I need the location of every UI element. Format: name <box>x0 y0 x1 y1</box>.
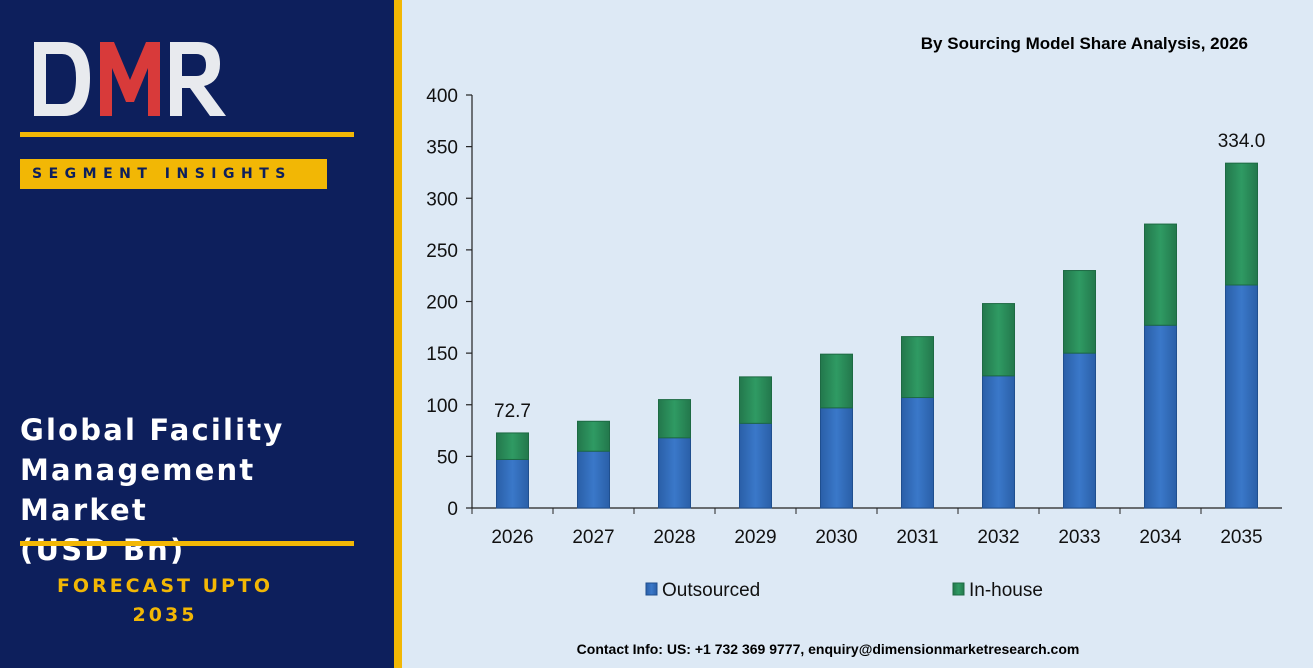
x-tick-label: 2029 <box>734 527 776 548</box>
legend: Outsourced In-house <box>645 580 1043 601</box>
x-tick-label: 2030 <box>815 527 857 548</box>
bar-outsourced <box>1144 324 1177 509</box>
y-tick-label: 0 <box>447 499 458 520</box>
data-labels: 72.7 334.0 <box>494 131 1265 422</box>
bar-outsourced <box>820 407 853 509</box>
market-title-line-1: Global Facility <box>20 413 285 447</box>
x-axis: 2026 2027 2028 2029 2030 2031 2032 2033 2034 2035 <box>471 507 1282 548</box>
y-tick-label: 250 <box>426 241 458 262</box>
legend-label-inhouse: In-house <box>969 580 1043 601</box>
bar-outsourced <box>982 375 1015 509</box>
top-gold-rule <box>20 132 354 137</box>
bar-inhouse <box>739 376 772 424</box>
data-label: 334.0 <box>1218 131 1266 152</box>
forecast-label: FORECAST UPTO 2035 <box>20 572 310 630</box>
gold-divider <box>394 0 402 668</box>
market-title: Global Facility Management Market (USD B… <box>20 410 390 570</box>
bar-inhouse <box>577 420 610 452</box>
legend-label-outsourced: Outsourced <box>662 580 760 601</box>
bar-outsourced <box>496 458 529 509</box>
stacked-bar-chart: By Sourcing Model Share Analysis, 2026 0… <box>426 34 1282 657</box>
x-tick-label: 2035 <box>1220 527 1262 548</box>
bars <box>496 162 1258 509</box>
forecast-line-2: 2035 <box>132 604 198 626</box>
x-tick-label: 2033 <box>1058 527 1100 548</box>
bar-outsourced <box>901 397 934 509</box>
bottom-gold-rule <box>20 541 354 546</box>
y-tick-label: 150 <box>426 344 458 365</box>
dmr-logo <box>34 42 226 116</box>
market-title-line-3: (USD Bn) <box>20 533 186 567</box>
y-tick-label: 50 <box>437 447 458 468</box>
bar-outsourced <box>577 450 610 509</box>
bar-outsourced <box>739 422 772 509</box>
x-tick-label: 2026 <box>491 527 533 548</box>
y-tick-label: 400 <box>426 86 458 107</box>
bar-outsourced <box>1225 284 1258 509</box>
x-tick-label: 2027 <box>572 527 614 548</box>
y-tick-label: 100 <box>426 396 458 417</box>
forecast-line-1: FORECAST UPTO <box>56 575 274 597</box>
y-axis: 0 50 100 150 200 250 300 350 400 <box>426 86 473 520</box>
x-tick-label: 2032 <box>977 527 1019 548</box>
bar-outsourced <box>1063 352 1096 509</box>
bar-inhouse <box>1225 162 1258 286</box>
bar-outsourced <box>658 437 691 509</box>
bar-inhouse <box>901 336 934 399</box>
left-panel: SEGMENT INSIGHTS Global Facility Managem… <box>0 0 394 668</box>
bar-inhouse <box>982 303 1015 377</box>
data-label: 72.7 <box>494 401 531 422</box>
bar-inhouse <box>1063 270 1096 354</box>
x-tick-label: 2034 <box>1139 527 1182 548</box>
market-title-line-2: Management Market <box>20 453 256 527</box>
bar-inhouse <box>1144 223 1177 326</box>
bar-inhouse <box>820 353 853 409</box>
chart-title: By Sourcing Model Share Analysis, 2026 <box>921 34 1248 53</box>
legend-swatch-outsourced <box>645 582 658 596</box>
legend-swatch-inhouse <box>952 582 965 596</box>
x-tick-label: 2031 <box>896 527 938 548</box>
segment-insights-badge: SEGMENT INSIGHTS <box>20 159 327 189</box>
y-tick-label: 200 <box>426 293 458 314</box>
bar-inhouse <box>658 399 691 439</box>
y-tick-label: 350 <box>426 138 458 159</box>
x-tick-label: 2028 <box>653 527 695 548</box>
y-tick-label: 300 <box>426 189 458 210</box>
bar-inhouse <box>496 432 529 460</box>
contact-info: Contact Info: US: +1 732 369 9777, enqui… <box>577 641 1080 657</box>
